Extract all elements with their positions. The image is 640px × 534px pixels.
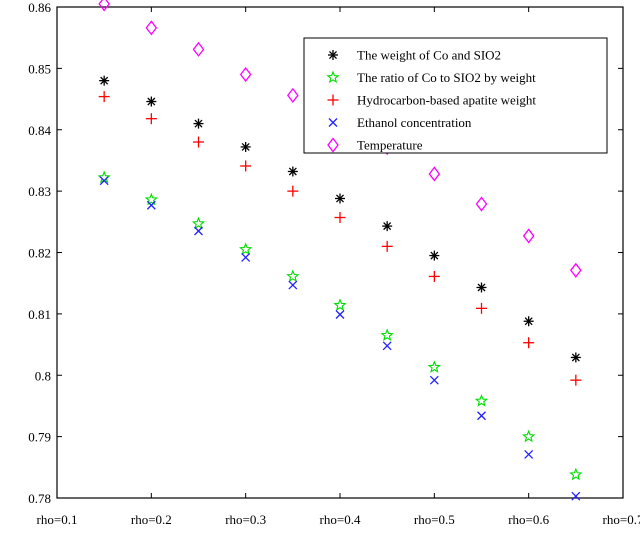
- data-point: [522, 228, 535, 244]
- legend-label: The ratio of Co to SIO2 by weight: [357, 70, 536, 85]
- data-point: [287, 166, 298, 177]
- data-point: [522, 429, 536, 443]
- data-point: [570, 374, 582, 386]
- data-point: [427, 360, 441, 373]
- legend-label: Temperature: [357, 138, 423, 153]
- series-plus: [98, 91, 582, 386]
- data-point: [428, 270, 440, 282]
- data-point: [191, 216, 206, 230]
- data-point: [240, 141, 251, 152]
- x-tick-label: rho=0.5: [414, 512, 455, 527]
- data-point: [570, 352, 581, 363]
- data-point: [287, 185, 299, 197]
- y-tick-label: 0.81: [28, 307, 51, 322]
- data-point: [477, 411, 486, 421]
- x-tick-label: rho=0.7: [603, 512, 640, 527]
- y-tick-label: 0.84: [28, 123, 51, 138]
- y-tick-label: 0.8: [35, 368, 51, 383]
- data-point: [524, 449, 534, 459]
- data-point: [335, 193, 345, 204]
- data-point: [381, 240, 393, 252]
- data-point: [192, 41, 205, 57]
- data-point: [144, 192, 158, 206]
- data-point: [429, 250, 440, 261]
- y-tick-label: 0.79: [28, 430, 51, 445]
- data-point: [99, 75, 110, 86]
- data-point: [239, 242, 253, 256]
- data-point: [146, 96, 157, 107]
- data-point: [523, 337, 535, 349]
- series-diamond: [98, 0, 582, 278]
- y-tick-label: 0.82: [28, 246, 51, 261]
- data-point: [98, 91, 110, 103]
- data-point: [476, 282, 487, 293]
- series-asterisk: [99, 75, 581, 363]
- data-point: [570, 262, 582, 278]
- data-point: [523, 316, 534, 327]
- legend-label: Ethanol concentration: [357, 115, 472, 130]
- data-point: [476, 302, 487, 314]
- data-point: [193, 118, 204, 129]
- data-point: [382, 221, 393, 232]
- data-point: [380, 328, 394, 342]
- data-point: [474, 394, 489, 407]
- y-tick-label: 0.83: [28, 184, 51, 199]
- x-tick-label: rho=0.1: [37, 512, 78, 527]
- legend-marker: [328, 118, 338, 127]
- y-tick-label: 0.85: [28, 61, 51, 76]
- data-point: [98, 0, 110, 12]
- legend-marker: [326, 70, 340, 84]
- data-point: [240, 160, 252, 172]
- data-point: [334, 212, 346, 224]
- data-point: [194, 226, 203, 236]
- series-x: [99, 176, 581, 501]
- data-point: [333, 298, 347, 311]
- x-axis-ticks: rho=0.1 rho=0.2 rho=0.3 rho=0.4 rho=0.5 rho=0…: [37, 7, 640, 527]
- data-point: [429, 375, 439, 385]
- x-tick-label: rho=0.4: [320, 512, 361, 527]
- y-tick-label: 0.86: [28, 0, 51, 15]
- legend-label: The weight of Co and SIO2: [357, 48, 501, 63]
- data-point: [287, 87, 299, 103]
- data-point: [428, 166, 441, 182]
- data-point: [335, 310, 345, 319]
- data-point: [146, 200, 156, 210]
- data-point: [286, 269, 300, 283]
- legend-marker: [327, 137, 339, 153]
- data-point: [99, 176, 109, 186]
- data-point: [239, 66, 252, 83]
- chart-marks: [97, 0, 583, 501]
- legend-box: [303, 37, 608, 154]
- legend: The weight of Co and SIO2 The ratio of Co…: [303, 37, 608, 154]
- data-point: [145, 113, 157, 125]
- x-tick-label: rho=0.2: [131, 512, 172, 527]
- y-tick-label: 0.78: [28, 491, 51, 506]
- data-point: [571, 491, 581, 501]
- data-point: [382, 341, 392, 351]
- data-point: [288, 280, 298, 290]
- data-point: [193, 136, 204, 148]
- legend-marker: [328, 50, 338, 60]
- legend-marker: [327, 94, 339, 106]
- data-point: [569, 467, 583, 481]
- legend-label: Hydrocarbon-based apatite weight: [357, 93, 536, 108]
- data-point: [475, 196, 488, 212]
- data-point: [145, 20, 158, 36]
- data-point: [241, 252, 251, 262]
- y-axis-ticks: 0.78 0.79 0.8 0.81 0.82 0.83 0.84 0.85 0.86: [28, 0, 623, 506]
- x-tick-label: rho=0.6: [508, 512, 549, 527]
- x-tick-label: rho=0.3: [225, 512, 266, 527]
